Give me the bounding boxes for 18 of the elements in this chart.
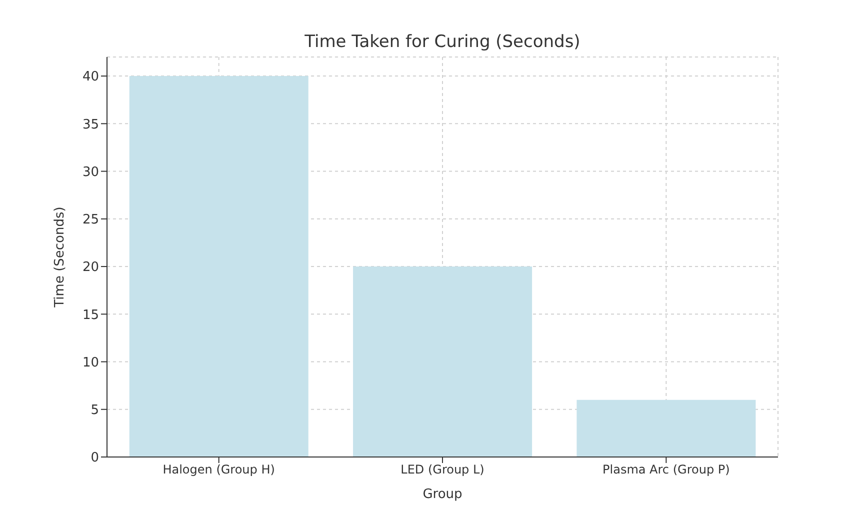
y-tick-label: 40 <box>82 70 99 85</box>
y-tick-label: 10 <box>82 355 99 370</box>
y-tick-label: 30 <box>82 164 99 180</box>
y-tick-label: 15 <box>82 308 99 323</box>
x-axis-title: Group <box>422 487 462 502</box>
y-tick-label: 20 <box>82 260 99 276</box>
y-tick-label: 25 <box>82 212 99 228</box>
x-tick-label: Plasma Arc (Group P) <box>602 462 730 477</box>
y-tick-label: 35 <box>82 117 99 132</box>
bar <box>353 266 532 457</box>
y-tick-label: 5 <box>90 402 99 418</box>
y-axis-title: Time (Seconds) <box>52 206 68 308</box>
x-tick-label: LED (Group L) <box>400 462 484 477</box>
bar <box>129 76 308 457</box>
chart-title: Time Taken for Curing (Seconds) <box>304 32 582 52</box>
y-tick-label: 0 <box>90 450 99 466</box>
bar <box>576 400 756 457</box>
x-tick-label: Halogen (Group H) <box>162 462 275 477</box>
